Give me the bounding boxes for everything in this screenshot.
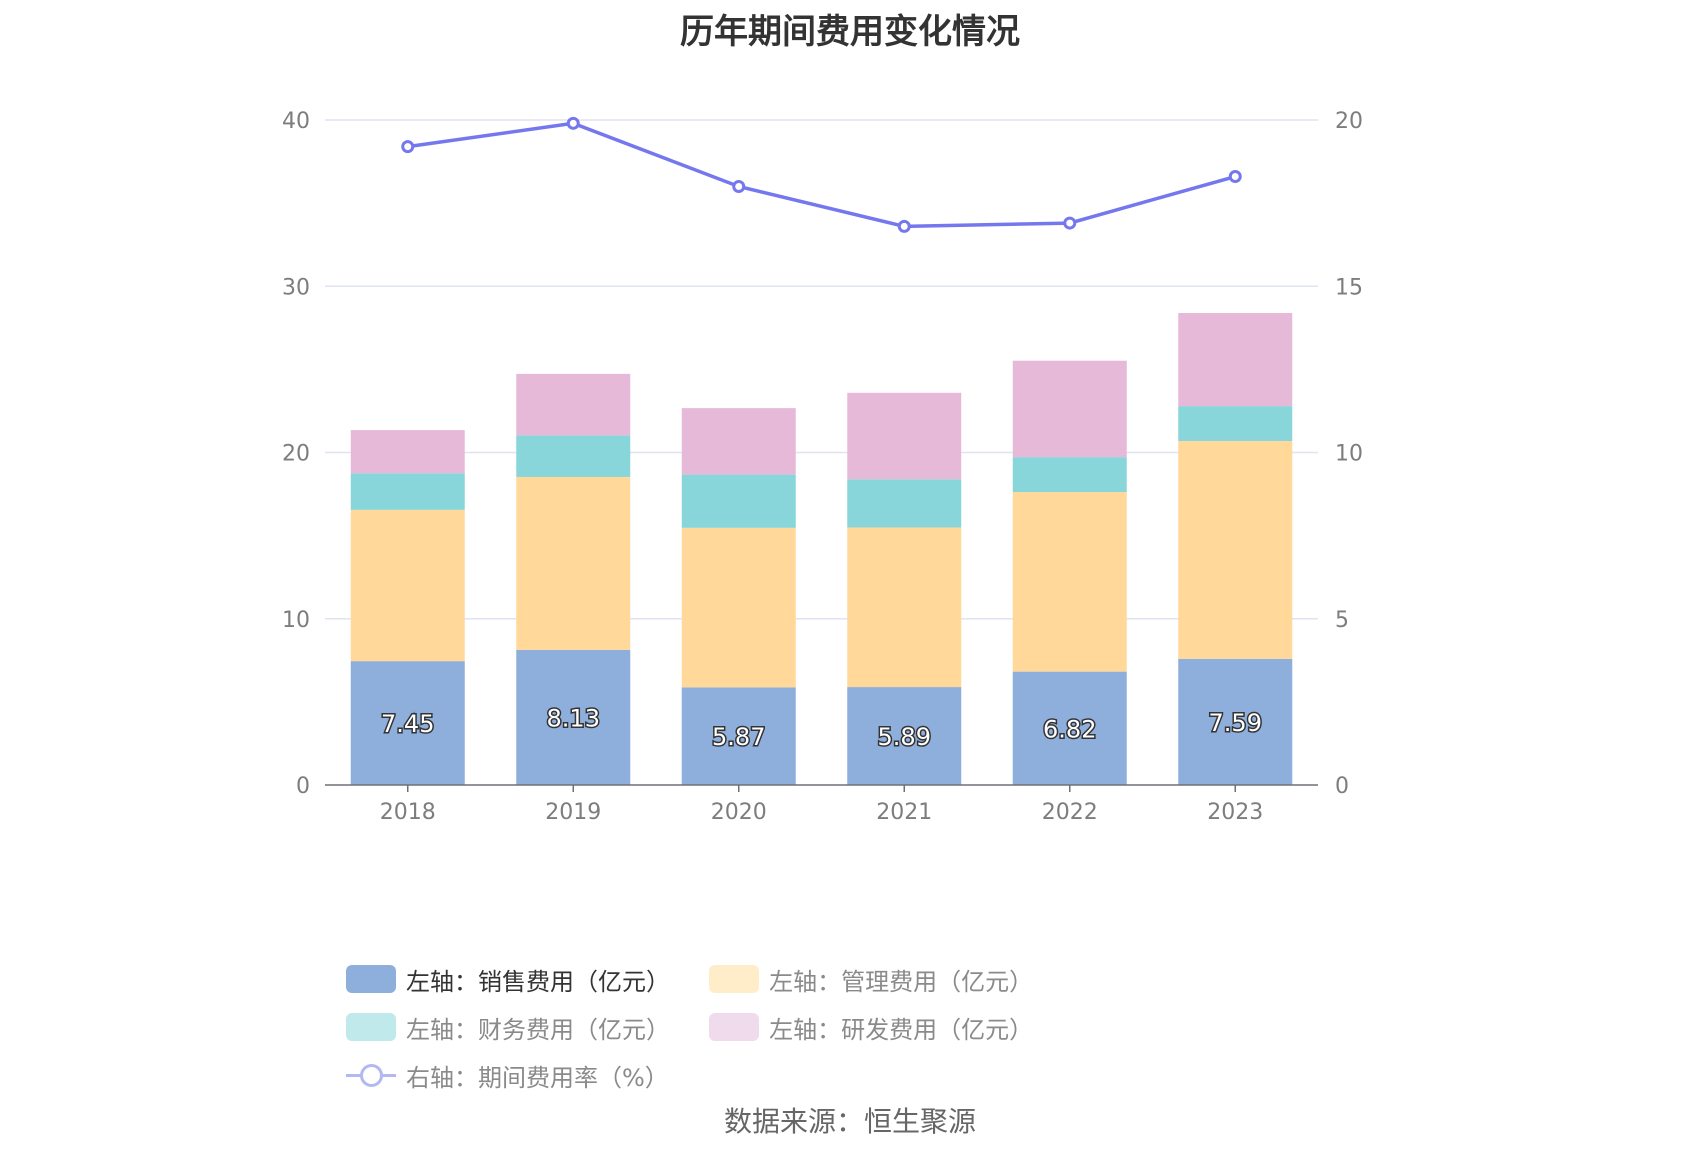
legend-label: 左轴：销售费用（亿元） [406,967,670,996]
bar-value-label: 6.82 [1043,715,1096,743]
line-point [1228,170,1242,184]
legend-label: 左轴：管理费用（亿元） [769,967,1034,996]
left-tick-label: 0 [296,774,310,799]
bar-value-label: 5.89 [878,723,931,751]
legend-swatch-finance [346,1013,396,1041]
bar-segment-0 [847,687,962,785]
chart-title: 历年期间费用变化情况 [680,12,1020,52]
bar-segment-3 [847,392,962,480]
legend-label: 左轴：财务费用（亿元） [406,1015,670,1044]
bar-value-label: 5.87 [712,723,765,751]
x-tick-label: 2020 [711,800,767,825]
bar-segment-0 [516,649,631,785]
legend-swatch-admin [709,965,760,993]
legend-item-expense-ratio[interactable]: 右轴：期间费用率（%） [346,1051,669,1099]
bar-segment-1 [516,476,631,650]
bar-segment-3 [1012,360,1127,458]
right-tick-label: 5 [1335,608,1349,633]
bar-value-label: 8.13 [547,704,600,732]
left-tick-label: 10 [282,608,310,633]
bar-segment-2 [847,479,962,528]
right-tick-label: 20 [1335,109,1363,134]
left-tick-label: 30 [282,275,310,300]
legend-item-admin[interactable]: 左轴：管理费用（亿元） [709,955,1033,1003]
left-tick-label: 40 [282,109,310,134]
bar-segment-1 [1012,492,1127,672]
x-tick-label: 2022 [1042,800,1098,825]
bar-segment-2 [516,435,631,477]
x-tick-label: 2021 [876,800,932,825]
data-source: 数据来源：恒生聚源 [723,1105,976,1138]
bar-segment-1 [847,527,962,688]
expense-ratio-line [407,121,1236,229]
right-tick-label: 15 [1335,275,1363,300]
right-tick-label: 10 [1335,442,1363,467]
left-tick-label: 20 [282,442,310,467]
legend-item-finance[interactable]: 左轴：财务费用（亿元） [346,1003,670,1051]
bar-segment-3 [681,408,796,475]
bar-segment-0 [1012,671,1127,785]
bar-value-label: 7.45 [381,710,434,738]
bar-segment-1 [681,527,796,688]
bar-segment-2 [1012,457,1127,493]
legend: 左轴：销售费用（亿元） 左轴：管理费用（亿元） 左轴：财务费用（亿元） 左轴：研… [346,955,1366,1099]
legend-label: 左轴：研发费用（亿元） [769,1015,1034,1044]
bar-segment-3 [350,430,465,474]
line-point [1063,216,1077,230]
legend-label: 右轴：期间费用率（%） [406,1063,669,1092]
right-tick-label: 0 [1335,774,1349,799]
bar-segment-2 [1178,406,1293,442]
x-tick-label: 2019 [545,800,601,825]
bar-segment-0 [350,661,465,785]
bar-segment-0 [1178,658,1293,785]
legend-item-sales[interactable]: 左轴：销售费用（亿元） [346,955,670,1003]
line-point [897,219,911,233]
legend-swatch-sales [346,965,396,993]
line-point [401,140,415,154]
bar-segment-0 [681,687,796,785]
legend-swatch-rd [709,1013,760,1041]
x-tick-label: 2018 [380,800,436,825]
x-tick-label: 2023 [1207,800,1263,825]
line-point [566,116,580,130]
bar-segment-1 [350,509,465,662]
bar-segment-1 [1178,441,1293,659]
line-point [732,180,746,193]
bar-value-label: 7.59 [1209,709,1262,737]
legend-line-marker-icon [346,1061,396,1089]
bar-segment-3 [1178,313,1293,407]
bar-segment-3 [516,373,631,436]
bar-segment-2 [350,473,465,510]
bar-segment-2 [681,474,796,528]
legend-item-rd[interactable]: 左轴：研发费用（亿元） [709,1003,1033,1051]
